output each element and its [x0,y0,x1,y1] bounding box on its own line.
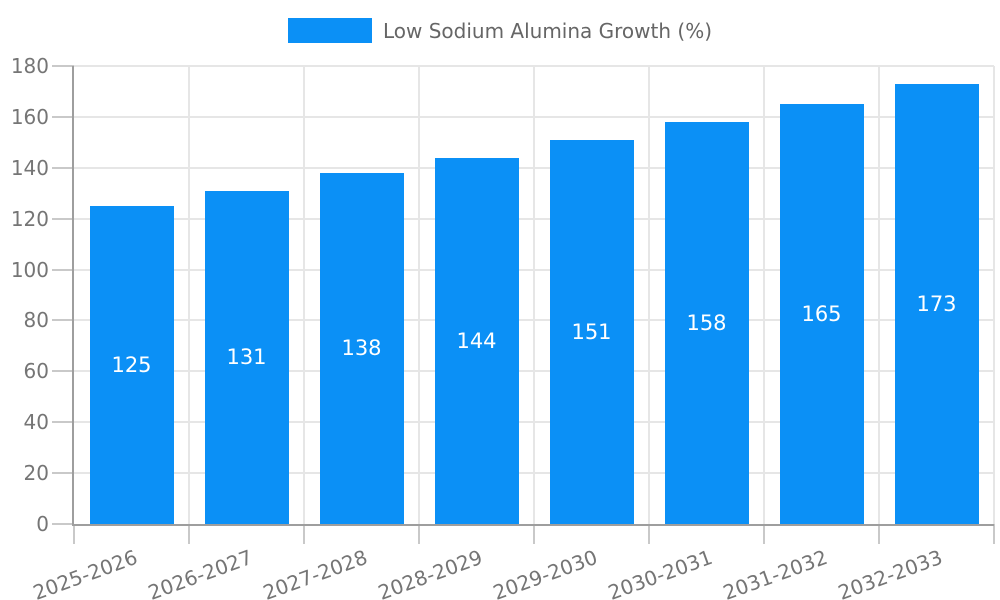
bar-value-label: 131 [226,345,267,370]
x-axis-tick [648,524,650,544]
y-axis-tick [52,115,74,118]
y-axis-tick [52,472,74,475]
y-axis-tick-label: 60 [23,359,49,384]
x-gridline [763,66,765,524]
x-axis-tick [533,524,535,544]
x-axis-tick [73,524,75,544]
legend-color-swatch [287,18,372,43]
x-axis-tick [303,524,305,544]
bar-2032-2033 [894,83,979,524]
y-axis-tick-label: 160 [10,104,49,129]
bar-2025-2026 [89,205,174,524]
bar-2031-2032 [779,104,864,524]
y-axis-tick-label: 120 [10,206,49,231]
x-gridline [188,66,190,524]
x-axis-tick [993,524,995,544]
y-axis-tick-label: 140 [10,155,49,180]
y-axis-tick [52,65,74,67]
y-axis-line [72,66,74,526]
y-axis-tick-label: 0 [36,512,49,536]
legend-label: Low Sodium Alumina Growth (%) [382,18,713,43]
y-axis-tick [52,421,74,424]
y-axis-tick [52,370,74,373]
bar-value-label: 158 [686,310,727,335]
y-axis-tick [52,268,74,271]
y-axis-tick [52,166,74,169]
bar-value-label: 144 [456,328,497,353]
y-axis-tick-label: 20 [23,461,49,486]
bar-value-label: 138 [341,336,382,361]
x-gridline [418,66,420,524]
x-gridline [533,66,535,524]
chart-legend: Low Sodium Alumina Growth (%) [0,18,1000,43]
x-axis-tick [418,524,420,544]
bar-value-label: 173 [916,291,957,316]
y-axis-tick [52,217,74,220]
bar-2029-2030 [549,139,634,524]
y-axis-tick [52,523,74,525]
x-gridline [648,66,650,524]
bar-2026-2027 [204,190,289,524]
x-axis-tick [188,524,190,544]
x-axis-tick [878,524,880,544]
bar-2027-2028 [319,172,404,524]
x-gridline [303,66,305,524]
x-gridline [993,66,995,524]
y-axis-tick-label: 100 [10,257,49,282]
bar-value-label: 125 [111,352,152,377]
bar-value-label: 151 [571,319,612,344]
y-axis-tick [52,319,74,322]
bar-2028-2029 [434,157,519,524]
bar-2030-2031 [664,121,749,524]
y-axis-tick-label: 180 [10,54,49,78]
x-gridline [878,66,880,524]
y-axis-tick-label: 80 [23,308,49,333]
bar-value-label: 165 [801,302,842,327]
x-axis-tick [763,524,765,544]
y-axis-tick-label: 40 [23,410,49,435]
x-axis-line [72,524,994,526]
legend-item-low-sodium-alumina-growth[interactable]: Low Sodium Alumina Growth (%) [287,18,713,43]
